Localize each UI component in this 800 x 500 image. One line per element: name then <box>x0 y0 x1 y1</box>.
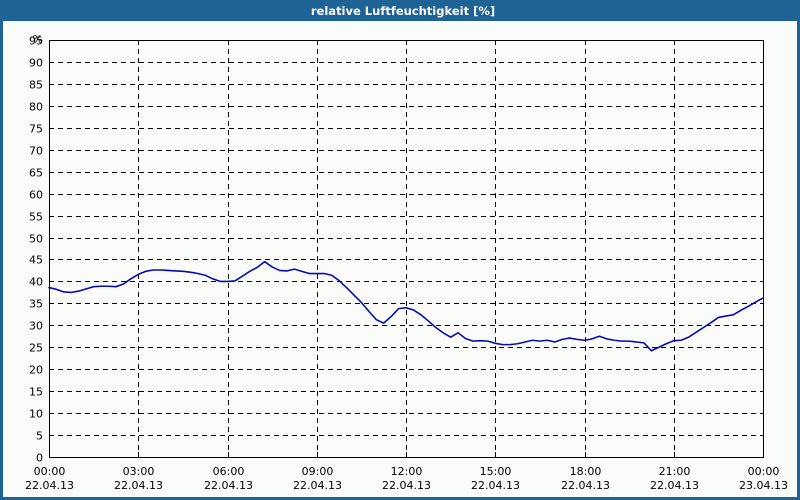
y-tick-label-85: 85 <box>29 78 43 91</box>
x-tick-label-date-4: 22.04.13 <box>382 479 431 492</box>
page-title: relative Luftfeuchtigkeit [%] <box>310 3 496 18</box>
x-tick-label-time-2: 06:00 <box>213 465 245 478</box>
x-tick-label-time-1: 03:00 <box>123 465 155 478</box>
x-tick-label-time-4: 12:00 <box>391 465 423 478</box>
y-tick-label-75: 75 <box>29 122 43 135</box>
y-tick-label-60: 60 <box>29 188 43 201</box>
x-tick-label-date-8: 23.04.13 <box>739 479 788 492</box>
y-tick-label-80: 80 <box>29 100 43 113</box>
y-tick-label-30: 30 <box>29 319 43 332</box>
y-tick-label-70: 70 <box>29 144 43 157</box>
axis-frame <box>48 39 765 459</box>
y-tick-label-65: 65 <box>29 166 43 179</box>
x-tick-label-date-5: 22.04.13 <box>471 479 520 492</box>
y-tick-label-95: 95 <box>29 34 43 47</box>
y-tick-label-35: 35 <box>29 297 43 310</box>
x-tick-label-date-3: 22.04.13 <box>293 479 342 492</box>
window-title-bar: relative Luftfeuchtigkeit [%] <box>3 0 797 21</box>
humidity-line-chart: 0 5 10 15 20 25 30 35 40 45 50 55 60 65 70 75 80 85 90 95 0… <box>3 21 797 497</box>
y-tick-label-20: 20 <box>29 363 43 376</box>
y-tick-label-55: 55 <box>29 210 43 223</box>
x-tick-label-date-2: 22.04.13 <box>204 479 253 492</box>
x-axis-tick-labels: 00:0022.04.1303:0022.04.1306:0022.04.130… <box>25 465 788 492</box>
horizontal-gridlines <box>49 40 763 436</box>
y-tick-label-0: 0 <box>36 451 43 464</box>
chart-plot-area: 0 5 10 15 20 25 30 35 40 45 50 55 60 65 70 75 80 85 90 95 0… <box>3 21 797 497</box>
x-tick-label-time-6: 18:00 <box>570 465 602 478</box>
x-tick-label-time-8: 00:00 <box>748 465 780 478</box>
y-tick-label-45: 45 <box>29 253 43 266</box>
y-tick-label-25: 25 <box>29 341 43 354</box>
vertical-gridlines <box>138 40 675 457</box>
x-tick-label-date-1: 22.04.13 <box>114 479 163 492</box>
y-axis-tick-labels: 0 5 10 15 20 25 30 35 40 45 50 55 60 65 70 75 80 85 90 95 <box>29 34 43 464</box>
y-tick-label-5: 5 <box>36 429 43 442</box>
x-tick-label-date-7: 22.04.13 <box>650 479 699 492</box>
y-axis-unit-label: % <box>33 33 43 46</box>
series-humidity <box>48 260 764 352</box>
plot-frame <box>48 39 765 459</box>
x-tick-label-date-6: 22.04.13 <box>561 479 610 492</box>
x-tick-label-time-7: 21:00 <box>659 465 691 478</box>
y-tick-label-40: 40 <box>29 275 43 288</box>
x-tick-label-time-5: 15:00 <box>480 465 512 478</box>
y-tick-label-15: 15 <box>29 385 43 398</box>
humidity-series-line <box>48 260 764 352</box>
x-tick-label-time-0: 00:00 <box>34 465 66 478</box>
y-tick-label-50: 50 <box>29 232 43 245</box>
y-tick-label-10: 10 <box>29 407 43 420</box>
y-axis-unit: % <box>33 33 43 46</box>
x-tick-label-time-3: 09:00 <box>302 465 334 478</box>
x-tick-label-date-0: 22.04.13 <box>25 479 74 492</box>
y-tick-label-90: 90 <box>29 56 43 69</box>
